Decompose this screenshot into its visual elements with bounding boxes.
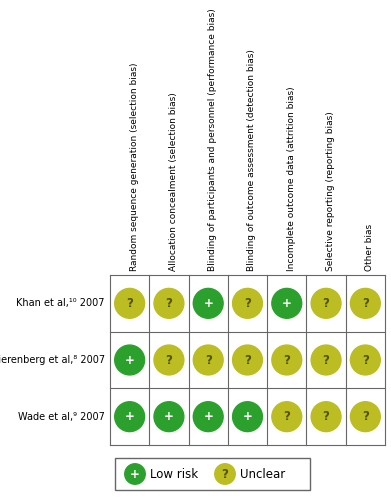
Text: Wade et al,⁹ 2007: Wade et al,⁹ 2007 [18,412,105,422]
Text: ?: ? [222,468,228,480]
Text: Nierenberg et al,⁸ 2007: Nierenberg et al,⁸ 2007 [0,355,105,365]
Circle shape [193,345,223,375]
Circle shape [272,288,302,318]
Bar [115,458,310,490]
Text: Blinding of outcome assessment (detection bias): Blinding of outcome assessment (detectio… [248,49,256,271]
Circle shape [350,402,380,432]
Text: Unclear: Unclear [240,468,285,480]
Circle shape [154,288,184,318]
Circle shape [154,402,184,432]
Text: ?: ? [244,297,251,310]
Circle shape [311,345,341,375]
Text: ?: ? [323,297,330,310]
Circle shape [215,464,235,484]
Text: Allocation concealment (selection bias): Allocation concealment (selection bias) [169,92,178,271]
Circle shape [272,402,302,432]
Text: +: + [242,410,253,423]
Text: Selective reporting (reporting bias): Selective reporting (reporting bias) [326,112,335,271]
Text: Low risk: Low risk [150,468,198,480]
Circle shape [311,402,341,432]
Circle shape [233,288,262,318]
Text: ?: ? [283,354,290,366]
Text: +: + [164,410,174,423]
Circle shape [311,288,341,318]
Circle shape [350,288,380,318]
Circle shape [193,288,223,318]
Text: ?: ? [323,410,330,423]
Text: +: + [203,297,213,310]
Text: +: + [125,410,135,423]
Circle shape [115,288,145,318]
Text: ?: ? [362,410,369,423]
Circle shape [272,345,302,375]
Text: +: + [282,297,292,310]
Text: Blinding of participants and personnel (performance bias): Blinding of participants and personnel (… [208,8,217,271]
Text: ?: ? [244,354,251,366]
Circle shape [193,402,223,432]
Text: ?: ? [126,297,133,310]
Text: Other bias: Other bias [365,224,374,271]
Text: +: + [203,410,213,423]
Text: Khan et al,¹⁰ 2007: Khan et al,¹⁰ 2007 [16,298,105,308]
Text: ?: ? [362,354,369,366]
Circle shape [115,402,145,432]
Circle shape [115,345,145,375]
Circle shape [233,402,262,432]
Circle shape [233,345,262,375]
Text: ?: ? [165,297,172,310]
Text: ?: ? [165,354,172,366]
Text: Random sequence generation (selection bias): Random sequence generation (selection bi… [130,62,139,271]
Text: ?: ? [323,354,330,366]
Text: Incomplete outcome data (attrition bias): Incomplete outcome data (attrition bias) [287,86,296,271]
Circle shape [125,464,145,484]
Text: ?: ? [362,297,369,310]
Circle shape [350,345,380,375]
Circle shape [154,345,184,375]
Text: +: + [125,354,135,366]
Text: +: + [130,468,140,480]
Text: ?: ? [283,410,290,423]
Text: ?: ? [205,354,212,366]
